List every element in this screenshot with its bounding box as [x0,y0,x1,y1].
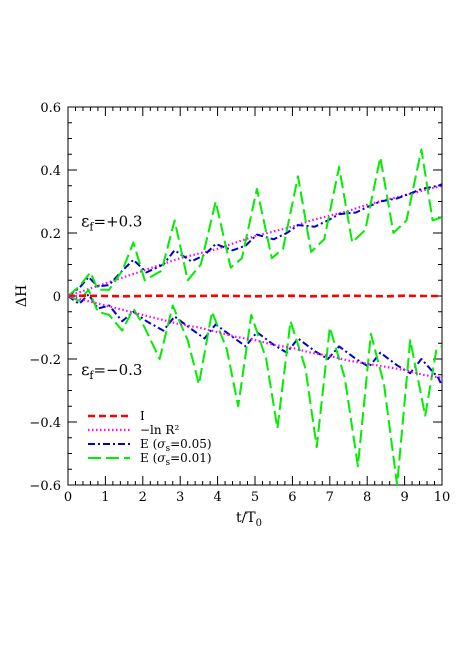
x-axis-label-main: t/T [236,510,256,526]
y-tick-label: 0.4 [40,164,61,179]
y-tick-label: 0 [53,290,61,305]
annotation-symbol: ε [81,360,89,379]
legend-label-0: I [140,409,145,423]
legend-label-1: −ln R² [140,423,179,437]
legend-label-3: E (σs=0.01) [140,451,212,468]
series-line-2 [68,294,442,379]
y-tick-label: 0.2 [40,227,61,242]
x-axis-label: t/T0 [236,510,262,529]
series-line-0 [68,294,442,298]
annotation-text: =+0.3 [93,213,142,231]
x-tick-label: 5 [251,490,259,505]
x-tick-label: 9 [400,490,408,505]
y-axis-label: ΔH [14,285,30,307]
x-tick-label: 8 [363,490,371,505]
annotation-symbol: ε [81,212,89,231]
x-tick-label: 10 [434,490,451,505]
axis-tick-labels: 0 1 2 3 4 5 6 7 8 9 10 −0.6 −0.4 −0.2 0 0.2 0.4 0.6 [29,101,450,505]
series-line-3 [68,183,442,297]
legend: I−ln R²E (σs=0.05)E (σs=0.01) [88,409,212,468]
y-tick-label: −0.6 [29,479,61,494]
annotation-sub: f [89,221,94,234]
x-tick-label: 1 [101,490,109,505]
annotation-0: εf=+0.3 [81,212,142,234]
x-tick-label: 3 [176,490,184,505]
series-line-1 [68,184,442,298]
x-axis-label-sub: 0 [256,518,262,529]
x-tick-label: 0 [64,490,72,505]
y-tick-label: −0.4 [29,416,61,431]
series-line-5 [68,148,442,297]
legend-label-2: E (σs=0.05) [140,437,212,454]
y-tick-label: −0.2 [29,353,61,368]
series-line-6 [68,288,442,485]
x-tick-label: 7 [326,490,334,505]
annotations: εf=+0.3εf=−0.3 [81,212,142,382]
x-tick-label: 4 [213,490,221,505]
y-tick-label: 0.6 [40,101,61,116]
axis-ticks [67,106,443,486]
annotation-1: εf=−0.3 [81,360,142,382]
annotation-sub: f [89,369,94,382]
x-tick-label: 2 [139,490,147,505]
series-layer [68,148,442,485]
annotation-text: =−0.3 [93,361,142,379]
x-tick-label: 6 [288,490,296,505]
